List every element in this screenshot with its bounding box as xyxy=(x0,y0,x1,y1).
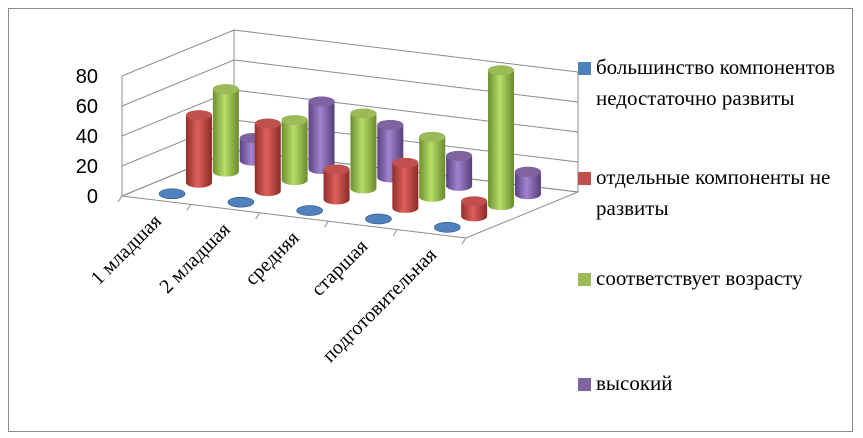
bar-top xyxy=(323,164,350,175)
bar-top xyxy=(514,166,541,177)
x-category-label: 1 младшая xyxy=(87,210,166,289)
bar xyxy=(350,108,377,194)
bar-top xyxy=(212,84,239,95)
bar-top xyxy=(308,96,335,107)
bar-body xyxy=(212,84,239,177)
bar-disc xyxy=(365,213,392,225)
bar-top xyxy=(446,150,473,161)
legend-swatch xyxy=(578,273,591,286)
bar xyxy=(514,166,541,200)
bar-body xyxy=(323,164,350,205)
bar xyxy=(227,196,255,208)
y-tick-label: 80 xyxy=(76,66,98,88)
legend-label: большинство компонентов недостаточно раз… xyxy=(596,55,836,110)
bar xyxy=(212,84,239,177)
bar-body xyxy=(185,110,212,188)
bar-top xyxy=(419,131,446,142)
bar xyxy=(392,157,419,213)
bar xyxy=(296,205,323,216)
bar xyxy=(461,196,488,222)
x-category-label: 2 младшая xyxy=(155,219,234,298)
bar-body xyxy=(281,115,308,186)
bar-body xyxy=(419,131,446,202)
legend-label: отдельные компоненты не развиты xyxy=(596,165,831,220)
bar xyxy=(419,131,446,202)
legend-swatch xyxy=(578,378,591,391)
bar-top xyxy=(185,110,212,121)
x-tick xyxy=(461,237,467,245)
bar xyxy=(446,150,473,191)
bar-top xyxy=(377,119,404,130)
bars-group xyxy=(158,65,541,233)
bar-top xyxy=(254,118,281,129)
legend-label: высокий xyxy=(596,371,673,395)
x-category-label: старшая xyxy=(307,235,372,300)
chart-area xyxy=(8,8,853,432)
bar-disc xyxy=(227,196,255,208)
x-category-label: средняя xyxy=(241,227,304,290)
bar-body xyxy=(488,65,515,211)
bar xyxy=(254,118,281,197)
bar-top xyxy=(461,196,488,207)
bar xyxy=(281,115,308,186)
bar-top xyxy=(392,157,419,168)
y-tick-label: 0 xyxy=(87,186,98,208)
bar-top xyxy=(281,115,308,126)
bar-body xyxy=(392,157,419,213)
bar-body xyxy=(350,108,377,194)
legend-label: соответствует возрасту xyxy=(596,266,803,290)
bar xyxy=(158,188,186,200)
x-tick xyxy=(255,212,261,220)
x-tick xyxy=(392,229,398,236)
bar xyxy=(365,213,392,225)
bar-disc xyxy=(433,222,461,233)
x-tick xyxy=(323,220,329,228)
bar-top xyxy=(488,65,515,76)
x-tick xyxy=(186,204,192,211)
legend-swatch xyxy=(578,62,591,75)
y-tick-label: 40 xyxy=(76,126,98,148)
bar xyxy=(488,65,515,211)
bar-body xyxy=(254,118,281,197)
x-tick xyxy=(117,195,123,203)
bar-body xyxy=(308,96,335,175)
bar xyxy=(433,222,461,233)
bar-body xyxy=(446,150,473,191)
y-tick-label: 20 xyxy=(76,156,98,178)
legend-swatch xyxy=(578,172,591,185)
legend: большинство компонентов недостаточно раз… xyxy=(578,52,863,412)
bar-disc xyxy=(158,188,186,200)
y-tick-label: 60 xyxy=(76,96,98,118)
bar-top xyxy=(350,108,377,119)
bar xyxy=(323,164,350,205)
bar-disc xyxy=(296,205,323,216)
y-axis-ticks: 0 20 40 60 80 xyxy=(76,66,98,208)
bar xyxy=(308,96,335,175)
bar xyxy=(185,110,212,188)
